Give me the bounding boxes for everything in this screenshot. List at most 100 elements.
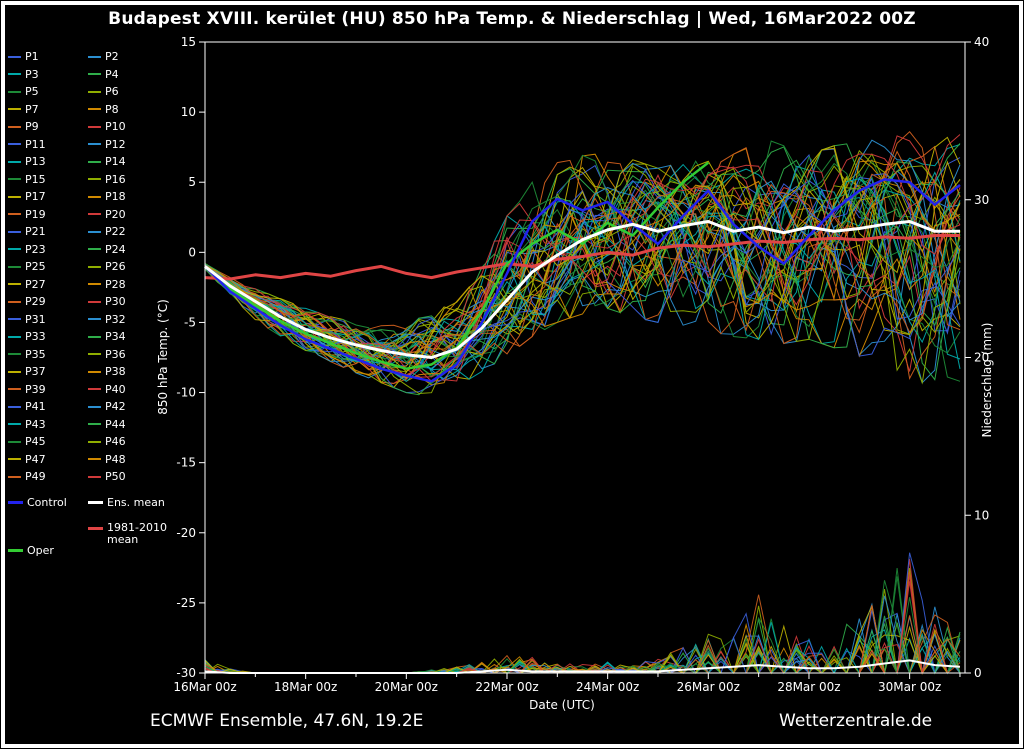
member-line-swatch <box>88 195 101 198</box>
legend-member-P47: P47 <box>8 453 88 466</box>
member-label: P48 <box>105 452 126 466</box>
member-line-swatch <box>8 283 21 286</box>
y-right-tick-label: 0 <box>974 666 982 680</box>
ensemble-member-temp-line <box>204 154 961 363</box>
member-line-swatch <box>88 73 101 76</box>
ensemble-member-precip-line <box>205 610 960 674</box>
ensemble-member-temp-line <box>204 162 961 376</box>
member-label: P38 <box>105 365 126 379</box>
member-label: P45 <box>25 435 46 449</box>
legend-member-P23: P23 <box>8 243 88 256</box>
legend-member-P9: P9 <box>8 120 88 133</box>
legend-item-climate-mean: 1981-2010 mean <box>88 522 167 546</box>
member-label: P28 <box>105 277 126 291</box>
member-line-swatch <box>8 318 21 321</box>
member-label: P37 <box>25 365 46 379</box>
member-label: P4 <box>105 67 119 81</box>
member-label: P1 <box>25 50 39 64</box>
legend-member-P20: P20 <box>88 208 193 221</box>
member-line-swatch <box>88 370 101 373</box>
legend-control-label: Control <box>27 496 67 509</box>
member-label: P22 <box>105 225 126 239</box>
member-label: P25 <box>25 260 46 274</box>
ensemble-member-precip-line <box>205 580 961 674</box>
member-label: P15 <box>25 172 46 186</box>
member-label: P10 <box>105 120 126 134</box>
member-line-swatch <box>88 318 101 321</box>
ensemble-member-precip-line <box>204 581 960 675</box>
legend-item-oper: Oper <box>8 544 54 557</box>
legend-member-P40: P40 <box>88 383 193 396</box>
ensemble-member-temp-line <box>204 150 961 356</box>
x-tick-label: 24Mar 00z <box>576 680 639 694</box>
legend-member-P18: P18 <box>88 190 193 203</box>
legend: P1 P2 P3 P4 P5 P6 P7 P8 P9 P10 P11 P12 P13 P14 P15 P16 P… <box>8 48 203 588</box>
x-tick-label: 30Mar 00z <box>878 680 941 694</box>
y-left-tick-label: -15 <box>176 456 196 470</box>
ensemble-member-precip-line <box>205 597 960 675</box>
ensemble-member-precip-line <box>204 568 960 674</box>
plot-frame <box>204 41 966 674</box>
legend-member-P35: P35 <box>8 348 88 361</box>
member-label: P42 <box>105 400 126 414</box>
ensemble-member-temp-line <box>204 143 961 376</box>
member-label: P34 <box>105 330 126 344</box>
member-line-swatch <box>8 405 21 408</box>
legend-member-P15: P15 <box>8 173 88 186</box>
member-line-swatch <box>8 230 21 233</box>
ensemble-member-precip-line <box>205 559 960 674</box>
member-line-swatch <box>8 143 21 146</box>
x-tick-label: 26Mar 00z <box>677 680 740 694</box>
member-line-swatch <box>8 300 21 303</box>
member-line-swatch <box>8 55 21 58</box>
member-line-swatch <box>8 178 21 181</box>
member-line-swatch <box>8 73 21 76</box>
legend-member-P6: P6 <box>88 85 193 98</box>
member-line-swatch <box>88 353 101 356</box>
member-label: P26 <box>105 260 126 274</box>
ensemble-member-precip-line <box>205 606 961 674</box>
member-label: P41 <box>25 400 46 414</box>
member-label: P46 <box>105 435 126 449</box>
member-line-swatch <box>88 125 101 128</box>
y-left-tick-label: -25 <box>176 596 196 610</box>
member-label: P44 <box>105 417 126 431</box>
ensemble-member-precip-line <box>204 622 960 675</box>
member-line-swatch <box>8 423 21 426</box>
control-line-swatch <box>8 501 23 504</box>
legend-member-P43: P43 <box>8 418 88 431</box>
member-label: P24 <box>105 242 126 256</box>
member-line-swatch <box>88 230 101 233</box>
legend-member-P14: P14 <box>88 155 193 168</box>
legend-member-P12: P12 <box>88 138 193 151</box>
legend-member-P7: P7 <box>8 103 88 116</box>
ens-mean-line-swatch <box>88 501 103 504</box>
member-label: P8 <box>105 102 119 116</box>
member-line-swatch <box>88 458 101 461</box>
y-right-tick-label: 40 <box>974 35 989 49</box>
legend-member-P16: P16 <box>88 173 193 186</box>
legend-member-P2: P2 <box>88 50 193 63</box>
legend-member-P50: P50 <box>88 470 193 483</box>
member-label: P27 <box>25 277 46 291</box>
y-left-axis-label: 850 hPa Temp. (°C) <box>156 299 170 415</box>
legend-ens-mean-label: Ens. mean <box>107 496 165 509</box>
legend-member-P3: P3 <box>8 68 88 81</box>
member-line-swatch <box>88 143 101 146</box>
legend-member-P27: P27 <box>8 278 88 291</box>
legend-member-P44: P44 <box>88 418 193 431</box>
legend-member-P13: P13 <box>8 155 88 168</box>
member-label: P9 <box>25 120 39 134</box>
member-label: P5 <box>25 85 39 99</box>
y-right-tick-label: 10 <box>974 508 989 522</box>
ensemble-member-temp-line <box>204 136 961 369</box>
legend-member-P46: P46 <box>88 435 193 448</box>
ens-mean-line <box>204 220 960 359</box>
legend-member-P34: P34 <box>88 330 193 343</box>
y-right-axis-label: Niederschlag (mm) <box>980 323 994 438</box>
member-line-swatch <box>88 55 101 58</box>
ensemble-member-temp-line <box>204 183 961 394</box>
legend-item-control: Control <box>8 496 67 509</box>
